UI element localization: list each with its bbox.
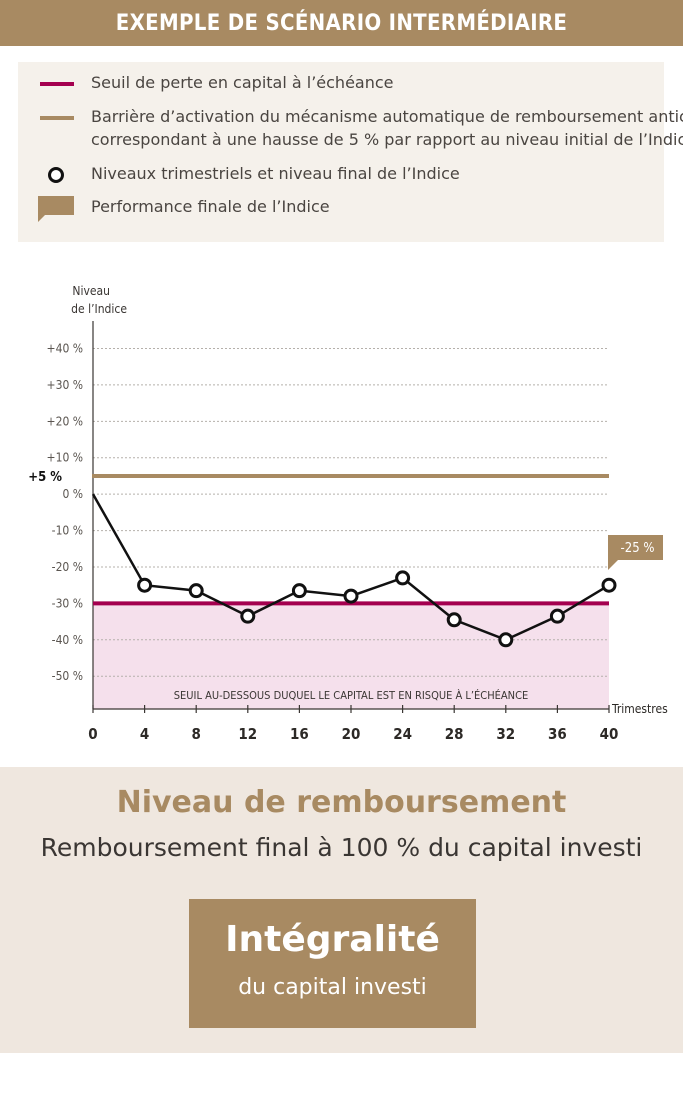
legend-line-barrier-icon: [40, 116, 74, 120]
legend-circle-marker-icon: [48, 167, 64, 183]
index-level-point: [549, 608, 565, 624]
legend-label: Performance finale de l’Indice: [91, 197, 330, 216]
final-performance-flag: [608, 535, 663, 570]
legend-label-line1: Barrière d’activation du mécanisme autom…: [91, 107, 683, 126]
legend-flag-icon: [38, 196, 74, 222]
index-level-point: [291, 583, 307, 599]
repayment-title: Niveau de remboursement: [116, 785, 567, 820]
scenario-header: EXEMPLE DE SCÉNARIO INTERMÉDIAIRE: [0, 0, 683, 46]
index-level-point: [395, 570, 411, 586]
y-tick-label: -50 %: [52, 669, 83, 683]
final-performance-label: -25 %: [621, 541, 655, 556]
repayment-panel: Niveau de remboursement Remboursement fi…: [0, 767, 683, 1053]
index-level-point: [137, 577, 153, 593]
y-tick-label: -20 %: [52, 560, 83, 574]
legend-label: Niveaux trimestriels et niveau final de …: [91, 164, 460, 183]
scenario-title: EXEMPLE DE SCÉNARIO INTERMÉDIAIRE: [115, 10, 568, 36]
index-level-point: [446, 612, 462, 628]
y-tick-label: -30 %: [52, 596, 83, 610]
y-tick-label: +40 %: [47, 341, 83, 355]
result-detail: du capital investi: [238, 975, 427, 1000]
legend-label-line2: correspondant à une hausse de 5 % par ra…: [91, 130, 683, 149]
x-tick-label: 0: [88, 725, 97, 743]
index-level-point: [601, 577, 617, 593]
index-level-point: [343, 588, 359, 604]
legend-panel: Seuil de perte en capital à l’échéance B…: [18, 62, 683, 242]
index-level-chart: +40 % +30 % +20 % +10 % 0 % -10 % -20 % -30 % -4…: [28, 284, 668, 743]
y-tick-label: -10 %: [52, 524, 83, 538]
y-axis-title-line2: de l’Indice: [71, 302, 127, 316]
x-tick-label: 28: [445, 725, 464, 743]
legend-line-threshold-icon: [40, 82, 74, 86]
x-tick-label: 12: [238, 725, 257, 743]
repayment-result-box: Intégralité du capital investi: [189, 899, 476, 1028]
y-tick-label: +30 %: [47, 378, 83, 392]
x-tick-label: 8: [192, 725, 201, 743]
risk-zone-label: SEUIL AU-DESSOUS DUQUEL LE CAPITAL EST E…: [174, 689, 529, 702]
y-axis-title-line1: Niveau: [72, 284, 110, 298]
y-tick-label: +20 %: [47, 414, 83, 428]
x-tick-label: 40: [600, 725, 619, 743]
repayment-subtitle: Remboursement final à 100 % du capital i…: [40, 833, 643, 862]
index-level-point: [240, 608, 256, 624]
x-tick-label: 24: [393, 725, 412, 743]
y-tick-label: +10 %: [47, 451, 83, 465]
x-tick-label: 36: [548, 725, 567, 743]
risk-zone: [93, 603, 609, 709]
index-level-point: [498, 632, 514, 648]
result-headline: Intégralité: [225, 919, 440, 960]
x-tick-label: 32: [496, 725, 515, 743]
legend-label: Seuil de perte en capital à l’échéance: [91, 73, 394, 92]
x-tick-label: 4: [140, 725, 149, 743]
x-axis-title: Trimestres: [611, 702, 668, 716]
index-level-point: [188, 583, 204, 599]
x-tick-label: 20: [342, 725, 361, 743]
y-tick-label: 0 %: [62, 487, 83, 501]
x-tick-label: 16: [290, 725, 309, 743]
barrier-label: +5 %: [28, 470, 62, 485]
y-tick-label: -40 %: [52, 633, 83, 647]
chart-area: +40 % +30 % +20 % +10 % 0 % -10 % -20 % -30 % -4…: [0, 278, 683, 748]
